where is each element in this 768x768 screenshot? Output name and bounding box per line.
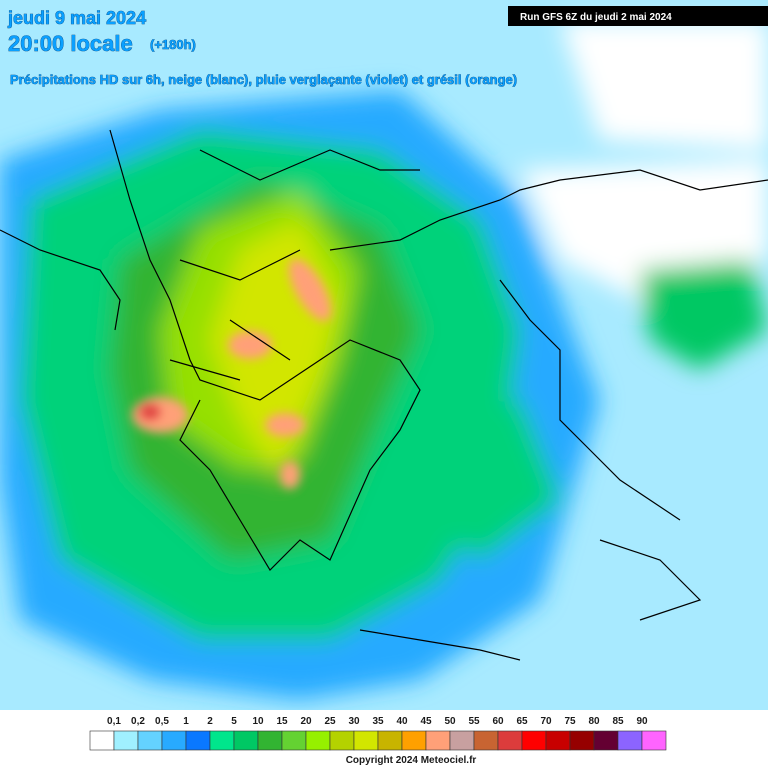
lead-time: (+180h) (150, 37, 196, 52)
legend-label: 50 (444, 716, 456, 727)
legend-swatch (185, 730, 211, 751)
legend: 0,1 0,2 0,5 1 2 5 10 15 20 25 30 35 40 45 50 55 60 65 70 75… (89, 716, 667, 751)
legend-label: 5 (231, 716, 237, 727)
legend-swatch (233, 730, 259, 751)
legend-swatch (353, 730, 379, 751)
legend-label: 1 (183, 716, 189, 727)
legend-label: 0,2 (131, 716, 145, 727)
legend-label: 65 (516, 716, 528, 727)
legend-label: 55 (468, 716, 480, 727)
legend-swatch (209, 730, 235, 751)
legend-swatch (137, 730, 163, 751)
legend-swatch (449, 730, 475, 751)
run-banner (508, 6, 768, 26)
subtitle: Précipitations HD sur 6h, neige (blanc),… (10, 72, 517, 87)
legend-swatch (497, 730, 523, 751)
legend-label: 0,1 (107, 716, 121, 727)
legend-swatch (473, 730, 499, 751)
legend-label: 30 (348, 716, 360, 727)
legend-label: 60 (492, 716, 504, 727)
legend-swatch (161, 730, 187, 751)
legend-label: 15 (276, 716, 288, 727)
precipitation-field (0, 0, 768, 710)
legend-label: 45 (420, 716, 432, 727)
legend-label: 75 (564, 716, 576, 727)
legend-label: 10 (252, 716, 264, 727)
legend-swatch (377, 730, 403, 751)
legend-swatch (569, 730, 595, 751)
legend-swatch (305, 730, 331, 751)
coastlines (0, 129, 768, 661)
legend-label: 20 (300, 716, 312, 727)
legend-label: 70 (540, 716, 552, 727)
legend-swatch (401, 730, 427, 751)
legend-swatch (113, 730, 139, 751)
legend-swatch (329, 730, 355, 751)
legend-swatch (641, 730, 667, 751)
legend-label: 35 (372, 716, 384, 727)
legend-swatch (281, 730, 307, 751)
forecast-date: jeudi 9 mai 2024 (7, 8, 146, 28)
legend-label: 25 (324, 716, 336, 727)
legend-swatch (425, 730, 451, 751)
legend-label: 90 (636, 716, 648, 727)
legend-label: 85 (612, 716, 624, 727)
legend-swatch (521, 730, 547, 751)
legend-swatch (257, 730, 283, 751)
legend-swatch (593, 730, 619, 751)
legend-swatch (89, 730, 115, 751)
legend-label: 40 (396, 716, 408, 727)
legend-label: 80 (588, 716, 600, 727)
copyright: Copyright 2024 Meteociel.fr (346, 755, 477, 766)
run-label: Run GFS 6Z du jeudi 2 mai 2024 (520, 12, 672, 23)
legend-swatch (617, 730, 643, 751)
legend-label: 2 (207, 716, 213, 727)
legend-swatch (545, 730, 571, 751)
forecast-time: 20:00 locale (8, 31, 133, 56)
legend-label: 0,5 (155, 716, 169, 727)
